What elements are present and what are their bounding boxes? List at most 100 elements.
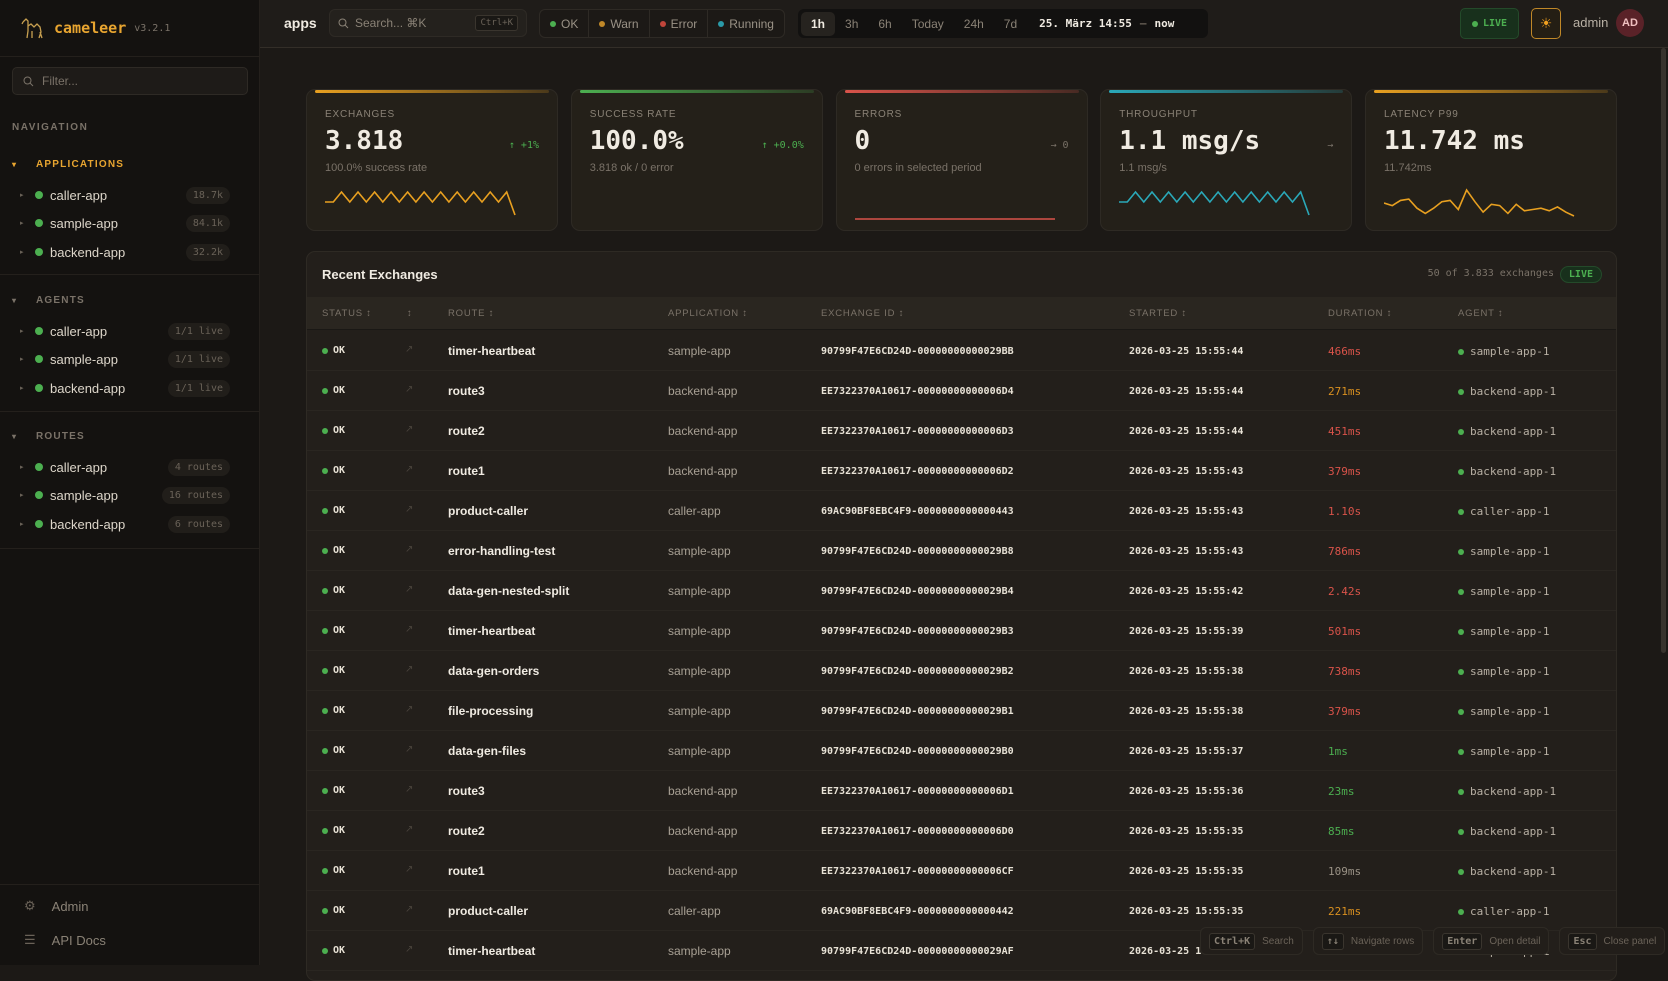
table-row[interactable]: OK ↗ timer-heartbeat sample-app 90799F47E6CD… [307, 331, 1616, 371]
kpi-card-latency-p99[interactable]: LATENCY P99 11.742 ms 11.742ms [1365, 89, 1617, 231]
open-link-icon[interactable]: ↗ [405, 544, 414, 555]
open-link-icon[interactable]: ↗ [405, 824, 414, 835]
table-row[interactable]: OK ↗ error-handling-test sample-app 90799F47… [307, 531, 1616, 571]
open-link-icon[interactable]: ↗ [405, 584, 414, 595]
open-link-icon[interactable]: ↗ [405, 704, 414, 715]
open-link-icon[interactable]: ↗ [405, 664, 414, 675]
group-applications[interactable]: ▾ APPLICATIONS [12, 159, 124, 170]
sidebar-item-api-docs[interactable]: ☰ API Docs [24, 932, 106, 948]
kpi-card-exchanges[interactable]: EXCHANGES 3.818 ↑ +1% 100.0% success rate [306, 89, 558, 231]
time-option-6h[interactable]: 6h [878, 16, 892, 31]
kpi-card-success-rate[interactable]: SUCCESS RATE 100.0% ↑ +0.0% 3.818 ok / 0 er… [570, 89, 823, 231]
table-row[interactable]: OK ↗ timer-heartbeat sample-app 90799F47E6CD… [307, 611, 1616, 651]
theme-toggle-button[interactable]: ☀ [1531, 8, 1561, 39]
app-logo[interactable]: cameleer v3.2.1 [20, 15, 170, 41]
table-row[interactable]: OK ↗ route3 backend-app EE7322370A10617-0000… [307, 371, 1616, 411]
time-option-3h[interactable]: 3h [845, 16, 859, 31]
route-cell[interactable]: route1 [448, 464, 485, 478]
table-row[interactable]: OK ↗ data-gen-files sample-app 90799F47E6CD2… [307, 731, 1616, 771]
route-cell[interactable]: route1 [448, 864, 485, 878]
column-header[interactable]: STARTED ↕ [1129, 308, 1188, 319]
route-cell[interactable]: timer-heartbeat [448, 624, 536, 638]
route-cell[interactable]: product-caller [448, 504, 529, 518]
sidebar-filter-input[interactable]: Filter... [12, 67, 248, 95]
status-filter-running[interactable]: Running [708, 10, 784, 37]
time-option-7d[interactable]: 7d [1003, 16, 1018, 31]
open-link-icon[interactable]: ↗ [405, 784, 414, 795]
sidebar-item-backend-app[interactable]: ▸ backend-app 1/1 live [20, 377, 230, 399]
status-filter-error[interactable]: Error [650, 10, 709, 37]
kpi-card-errors[interactable]: ERRORS 0 → 0 0 errors in selected period [835, 89, 1088, 231]
time-range-display[interactable]: 25. März 14:55– now [1039, 17, 1174, 30]
status-filter-ok[interactable]: OK [540, 10, 590, 37]
table-row[interactable]: OK ↗ route1 backend-app EE7322370A10617-0000… [307, 851, 1616, 891]
table-row[interactable]: OK ↗ product-caller caller-app 69AC90BF8EBC4… [307, 891, 1616, 931]
time-option-24h[interactable]: 24h [963, 16, 984, 31]
open-link-icon[interactable]: ↗ [405, 744, 414, 755]
kpi-trend: → [1327, 140, 1334, 151]
open-link-icon[interactable]: ↗ [405, 904, 414, 915]
open-link-icon[interactable]: ↗ [405, 944, 414, 955]
route-cell[interactable]: error-handling-test [448, 544, 556, 558]
sidebar-item-caller-app[interactable]: ▸ caller-app 1/1 live [20, 320, 230, 342]
divider [0, 884, 260, 885]
kpi-card-throughput[interactable]: THROUGHPUT 1.1 msg/s → 1.1 msg/s [1100, 89, 1353, 231]
open-link-icon[interactable]: ↗ [405, 344, 414, 355]
route-cell[interactable]: route3 [448, 784, 485, 798]
route-cell[interactable]: file-processing [448, 704, 534, 718]
open-link-icon[interactable]: ↗ [405, 504, 414, 515]
duration-cell: 85ms [1328, 825, 1355, 838]
sidebar-item-admin[interactable]: ⚙ Admin [24, 898, 89, 914]
time-option-1h[interactable]: 1h [801, 11, 836, 36]
open-link-icon[interactable]: ↗ [405, 464, 414, 475]
sidebar-item-caller-app[interactable]: ▸ caller-app 4 routes [20, 456, 230, 478]
route-cell[interactable]: data-gen-orders [448, 664, 540, 678]
route-cell[interactable]: route2 [448, 824, 485, 838]
sidebar-item-sample-app[interactable]: ▸ sample-app 84.1k [20, 212, 230, 234]
sidebar-item-sample-app[interactable]: ▸ sample-app 1/1 live [20, 348, 230, 370]
route-cell[interactable]: data-gen-files [448, 744, 527, 758]
open-link-icon[interactable]: ↗ [405, 864, 414, 875]
avatar[interactable]: AD [1616, 9, 1644, 37]
group-agents[interactable]: ▾ AGENTS [12, 295, 85, 306]
sidebar-item-sample-app[interactable]: ▸ sample-app 16 routes [20, 484, 230, 506]
sidebar-item-backend-app[interactable]: ▸ backend-app 6 routes [20, 513, 230, 535]
search-input[interactable]: Search... ⌘K Ctrl+K [329, 9, 527, 37]
scrollbar[interactable] [1660, 48, 1668, 965]
scrollbar-thumb[interactable] [1661, 48, 1666, 653]
column-header[interactable]: STATUS ↕ [322, 308, 372, 319]
table-row[interactable]: OK ↗ route2 backend-app EE7322370A10617-0000… [307, 411, 1616, 451]
column-header[interactable]: APPLICATION ↕ [668, 308, 748, 319]
route-cell[interactable]: timer-heartbeat [448, 944, 536, 958]
group-routes[interactable]: ▾ ROUTES [12, 431, 85, 442]
column-header[interactable]: ROUTE ↕ [448, 308, 495, 319]
route-cell[interactable]: product-caller [448, 904, 529, 918]
search-placeholder: Search... ⌘K [355, 16, 427, 30]
route-cell[interactable]: data-gen-nested-split [448, 584, 570, 598]
column-header[interactable]: AGENT ↕ [1458, 308, 1504, 319]
open-link-icon[interactable]: ↗ [405, 384, 414, 395]
table-row[interactable]: OK ↗ product-caller caller-app 69AC90BF8EBC4… [307, 491, 1616, 531]
route-cell[interactable]: route2 [448, 424, 485, 438]
sidebar-item-caller-app[interactable]: ▸ caller-app 18.7k [20, 184, 230, 206]
column-header[interactable]: EXCHANGE ID ↕ [821, 308, 905, 319]
caret-down-icon: ▾ [12, 160, 18, 169]
table-row[interactable]: OK ↗ file-processing sample-app 90799F47E6CD… [307, 691, 1616, 731]
route-cell[interactable]: route3 [448, 384, 485, 398]
user-name[interactable]: admin [1573, 15, 1609, 30]
table-row[interactable]: OK ↗ route1 backend-app EE7322370A10617-0000… [307, 451, 1616, 491]
sidebar-item-backend-app[interactable]: ▸ backend-app 32.2k [20, 241, 230, 263]
table-row[interactable]: OK ↗ route2 backend-app EE7322370A10617-0000… [307, 811, 1616, 851]
table-row[interactable]: OK ↗ data-gen-nested-split sample-app 90799F… [307, 571, 1616, 611]
live-toggle-button[interactable]: LIVE [1460, 8, 1519, 39]
table-row[interactable]: OK ↗ data-gen-orders sample-app 90799F47E6CD… [307, 651, 1616, 691]
status-filter-warn[interactable]: Warn [589, 10, 650, 37]
column-header[interactable]: DURATION ↕ [1328, 308, 1393, 319]
time-option-today[interactable]: Today [911, 16, 944, 31]
status-cell: OK [322, 825, 345, 836]
open-link-icon[interactable]: ↗ [405, 624, 414, 635]
open-link-icon[interactable]: ↗ [405, 424, 414, 435]
column-header[interactable]: ↕ [407, 308, 413, 319]
table-row[interactable]: OK ↗ route3 backend-app EE7322370A10617-0000… [307, 771, 1616, 811]
route-cell[interactable]: timer-heartbeat [448, 344, 536, 358]
